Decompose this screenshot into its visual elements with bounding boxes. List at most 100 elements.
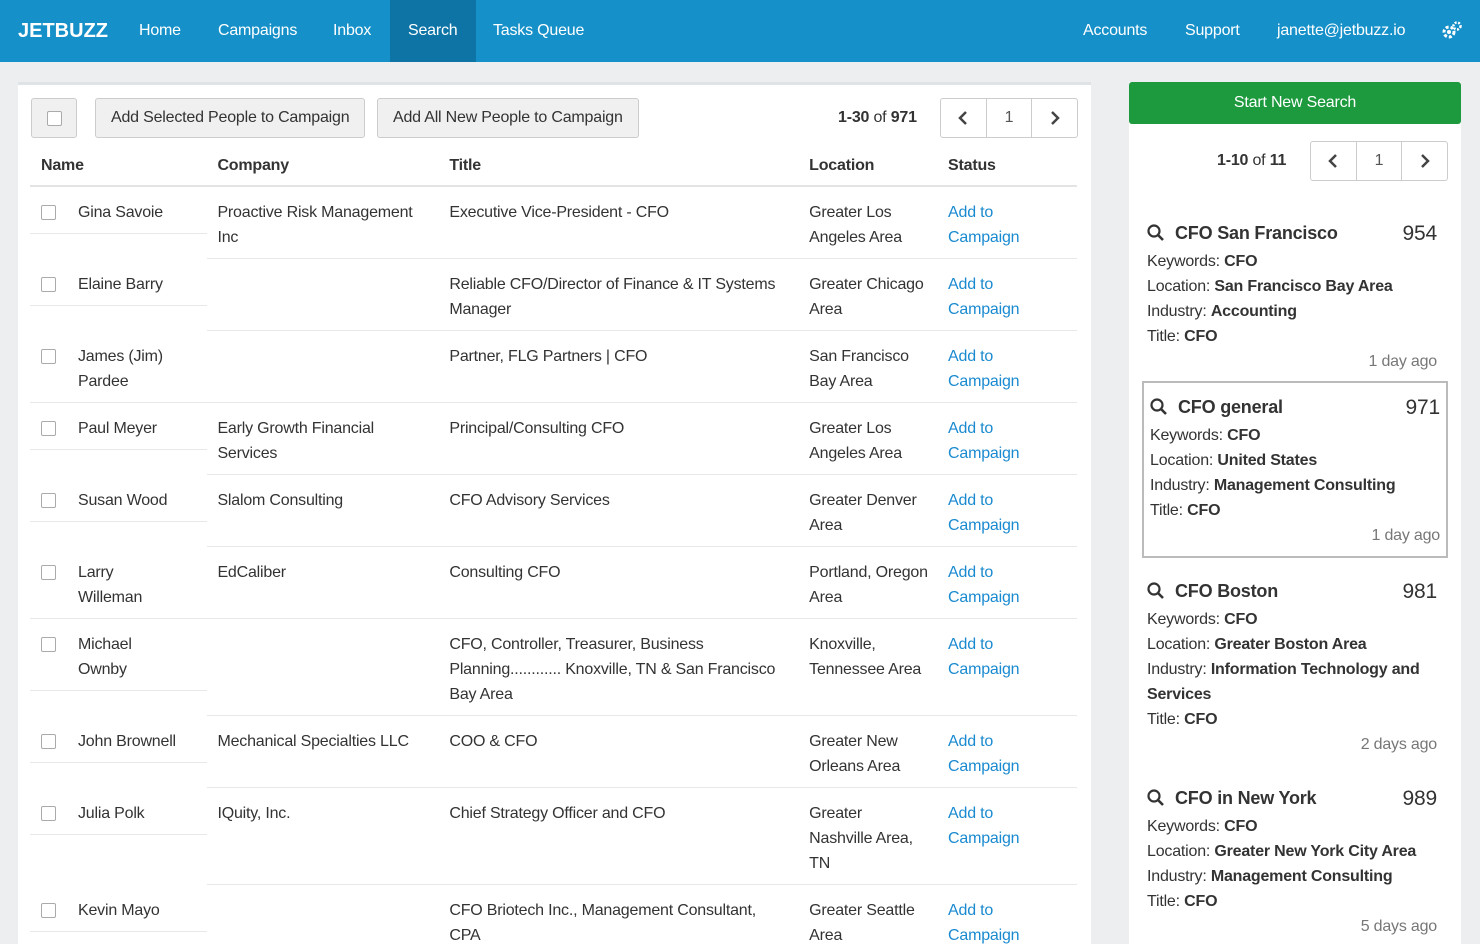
row-checkbox[interactable] xyxy=(41,276,56,292)
nav-link[interactable]: Campaigns xyxy=(218,22,298,39)
person-name: Larry Willeman xyxy=(78,563,143,606)
location-cell: San Francisco Bay Area xyxy=(799,330,939,403)
search-range: 1-10 of 11 xyxy=(1217,152,1286,170)
title-cell: Reliable CFO/Director of Finance & IT Sy… xyxy=(439,258,800,331)
nav-link[interactable]: janette@jetbuzz.io xyxy=(1277,22,1406,39)
searches-panel: Start New Search 1-10 of 11 1 CFO San Franc… xyxy=(1129,82,1461,944)
company: Mechanical Specialties LLC xyxy=(217,733,409,750)
field-value: CFO xyxy=(1187,502,1221,519)
add-to-campaign-link[interactable]: Add to Campaign xyxy=(948,276,1020,318)
field-label: Location: xyxy=(1150,452,1214,469)
search-count: 971 xyxy=(1405,395,1441,419)
row-checkbox[interactable] xyxy=(41,205,56,220)
name-cell: Elaine Barry xyxy=(30,259,208,306)
add-to-campaign-link[interactable]: Add to Campaign xyxy=(948,204,1020,246)
search-field: Industry: Information Technology and Ser… xyxy=(1147,657,1437,707)
person-name: Michael Ownby xyxy=(78,635,132,678)
search-time: 2 days ago xyxy=(1360,736,1437,753)
range-text: 1-10 xyxy=(1217,152,1249,169)
search-icon xyxy=(1150,398,1168,416)
row-checkbox[interactable] xyxy=(41,636,56,652)
toolbar-button[interactable]: Add All New People to Campaign xyxy=(377,98,639,138)
row-checkbox[interactable] xyxy=(41,564,56,580)
saved-search-card[interactable]: CFO general 971 Keywords: CFO Location: Uni… xyxy=(1142,381,1448,558)
title-cell: Partner, FLG Partners | CFO xyxy=(439,330,800,403)
row-checkbox[interactable] xyxy=(41,733,56,749)
add-to-campaign-link[interactable]: Add to Campaign xyxy=(948,492,1020,534)
location: Greater Nashville Area, TN xyxy=(809,805,913,872)
location-cell: Greater Los Angeles Area xyxy=(799,186,939,259)
row-checkbox[interactable] xyxy=(41,492,56,508)
title-cell: Chief Strategy Officer and CFO xyxy=(439,787,800,885)
field-label: Industry: xyxy=(1147,661,1207,678)
location-cell: Greater Nashville Area, TN xyxy=(799,787,939,885)
person-row: James (Jim) Pardee Partner, FLG Partners … xyxy=(30,330,1077,403)
name-cell: Susan Wood xyxy=(30,475,208,522)
company-cell xyxy=(207,330,440,403)
saved-search-card[interactable]: CFO Boston 981 Keywords: CFO Location: Grea… xyxy=(1139,565,1445,767)
nav-link[interactable]: Support xyxy=(1185,22,1240,39)
search-field: Title: CFO xyxy=(1147,324,1437,349)
select-all-checkbox[interactable] xyxy=(31,98,77,138)
field-value: CFO xyxy=(1224,818,1258,835)
status-cell: Add to Campaign xyxy=(938,715,1077,788)
result-range: 1-30 of 971 xyxy=(838,109,917,127)
field-label: Keywords: xyxy=(1147,611,1220,628)
row-checkbox[interactable] xyxy=(41,805,56,821)
next-page[interactable] xyxy=(1401,142,1447,180)
field-value: CFO xyxy=(1184,711,1218,728)
pager: 1 xyxy=(1310,141,1448,181)
title-cell: COO & CFO xyxy=(439,715,800,788)
title: Chief Strategy Officer and CFO xyxy=(449,805,666,822)
title: Partner, FLG Partners | CFO xyxy=(449,348,648,365)
location-cell: Greater Los Angeles Area xyxy=(799,402,939,475)
location-cell: Greater New Orleans Area xyxy=(799,715,939,788)
nav-link[interactable]: Accounts xyxy=(1083,22,1148,39)
row-checkbox[interactable] xyxy=(41,902,56,918)
row-checkbox[interactable] xyxy=(41,420,56,436)
person-name: Elaine Barry xyxy=(78,275,163,293)
location-cell: Greater Chicago Area xyxy=(799,258,939,331)
prev-page[interactable] xyxy=(941,99,986,137)
nav-link[interactable]: Inbox xyxy=(333,22,372,39)
add-to-campaign-link[interactable]: Add to Campaign xyxy=(948,805,1020,847)
nav-link[interactable]: Home xyxy=(139,22,181,39)
add-to-campaign-link[interactable]: Add to Campaign xyxy=(948,902,1020,944)
total-text: 11 xyxy=(1269,152,1287,169)
toolbar-button[interactable]: Add Selected People to Campaign xyxy=(95,98,366,138)
of-text: of xyxy=(1252,152,1266,169)
add-to-campaign-link[interactable]: Add to Campaign xyxy=(948,636,1020,678)
search-field: Keywords: CFO xyxy=(1147,607,1437,632)
add-to-campaign-link[interactable]: Add to Campaign xyxy=(948,733,1020,775)
saved-search-card[interactable]: CFO San Francisco 954 Keywords: CFO Locatio… xyxy=(1139,207,1445,384)
row-checkbox[interactable] xyxy=(41,348,56,364)
status-cell: Add to Campaign xyxy=(938,330,1077,403)
location: Knoxville, Tennessee Area xyxy=(809,636,922,678)
title: CFO Advisory Services xyxy=(449,492,610,509)
saved-search-card[interactable]: CFO in New York 989 Keywords: CFO Location:… xyxy=(1139,772,1445,944)
field-value: Greater New York City Area xyxy=(1214,843,1417,860)
company: Early Growth Financial Services xyxy=(217,420,374,462)
status-cell: Add to Campaign xyxy=(938,618,1077,716)
title: Consulting CFO xyxy=(449,564,561,581)
column-header: Status xyxy=(938,147,1077,187)
search-field: Industry: Management Consulting xyxy=(1147,864,1437,889)
location: Greater New Orleans Area xyxy=(809,733,901,775)
person-name: Kevin Mayo xyxy=(78,901,160,919)
nav-link[interactable]: Search xyxy=(390,0,476,62)
title: CFO Briotech Inc., Management Consultant… xyxy=(449,902,756,944)
location: Greater Los Angeles Area xyxy=(809,420,902,462)
settings-icon[interactable] xyxy=(1441,21,1463,45)
field-label: Location: xyxy=(1147,843,1211,860)
add-to-campaign-link[interactable]: Add to Campaign xyxy=(948,348,1020,390)
add-to-campaign-link[interactable]: Add to Campaign xyxy=(948,420,1020,462)
prev-page[interactable] xyxy=(1311,142,1356,180)
next-page[interactable] xyxy=(1031,99,1077,137)
total-text: 971 xyxy=(890,109,917,126)
search-time: 5 days ago xyxy=(1360,918,1437,935)
add-to-campaign-link[interactable]: Add to Campaign xyxy=(948,564,1020,606)
field-value: Accounting xyxy=(1210,303,1297,320)
nav-link[interactable]: Tasks Queue xyxy=(493,22,585,39)
start-new-search-button[interactable]: Start New Search xyxy=(1129,82,1461,124)
